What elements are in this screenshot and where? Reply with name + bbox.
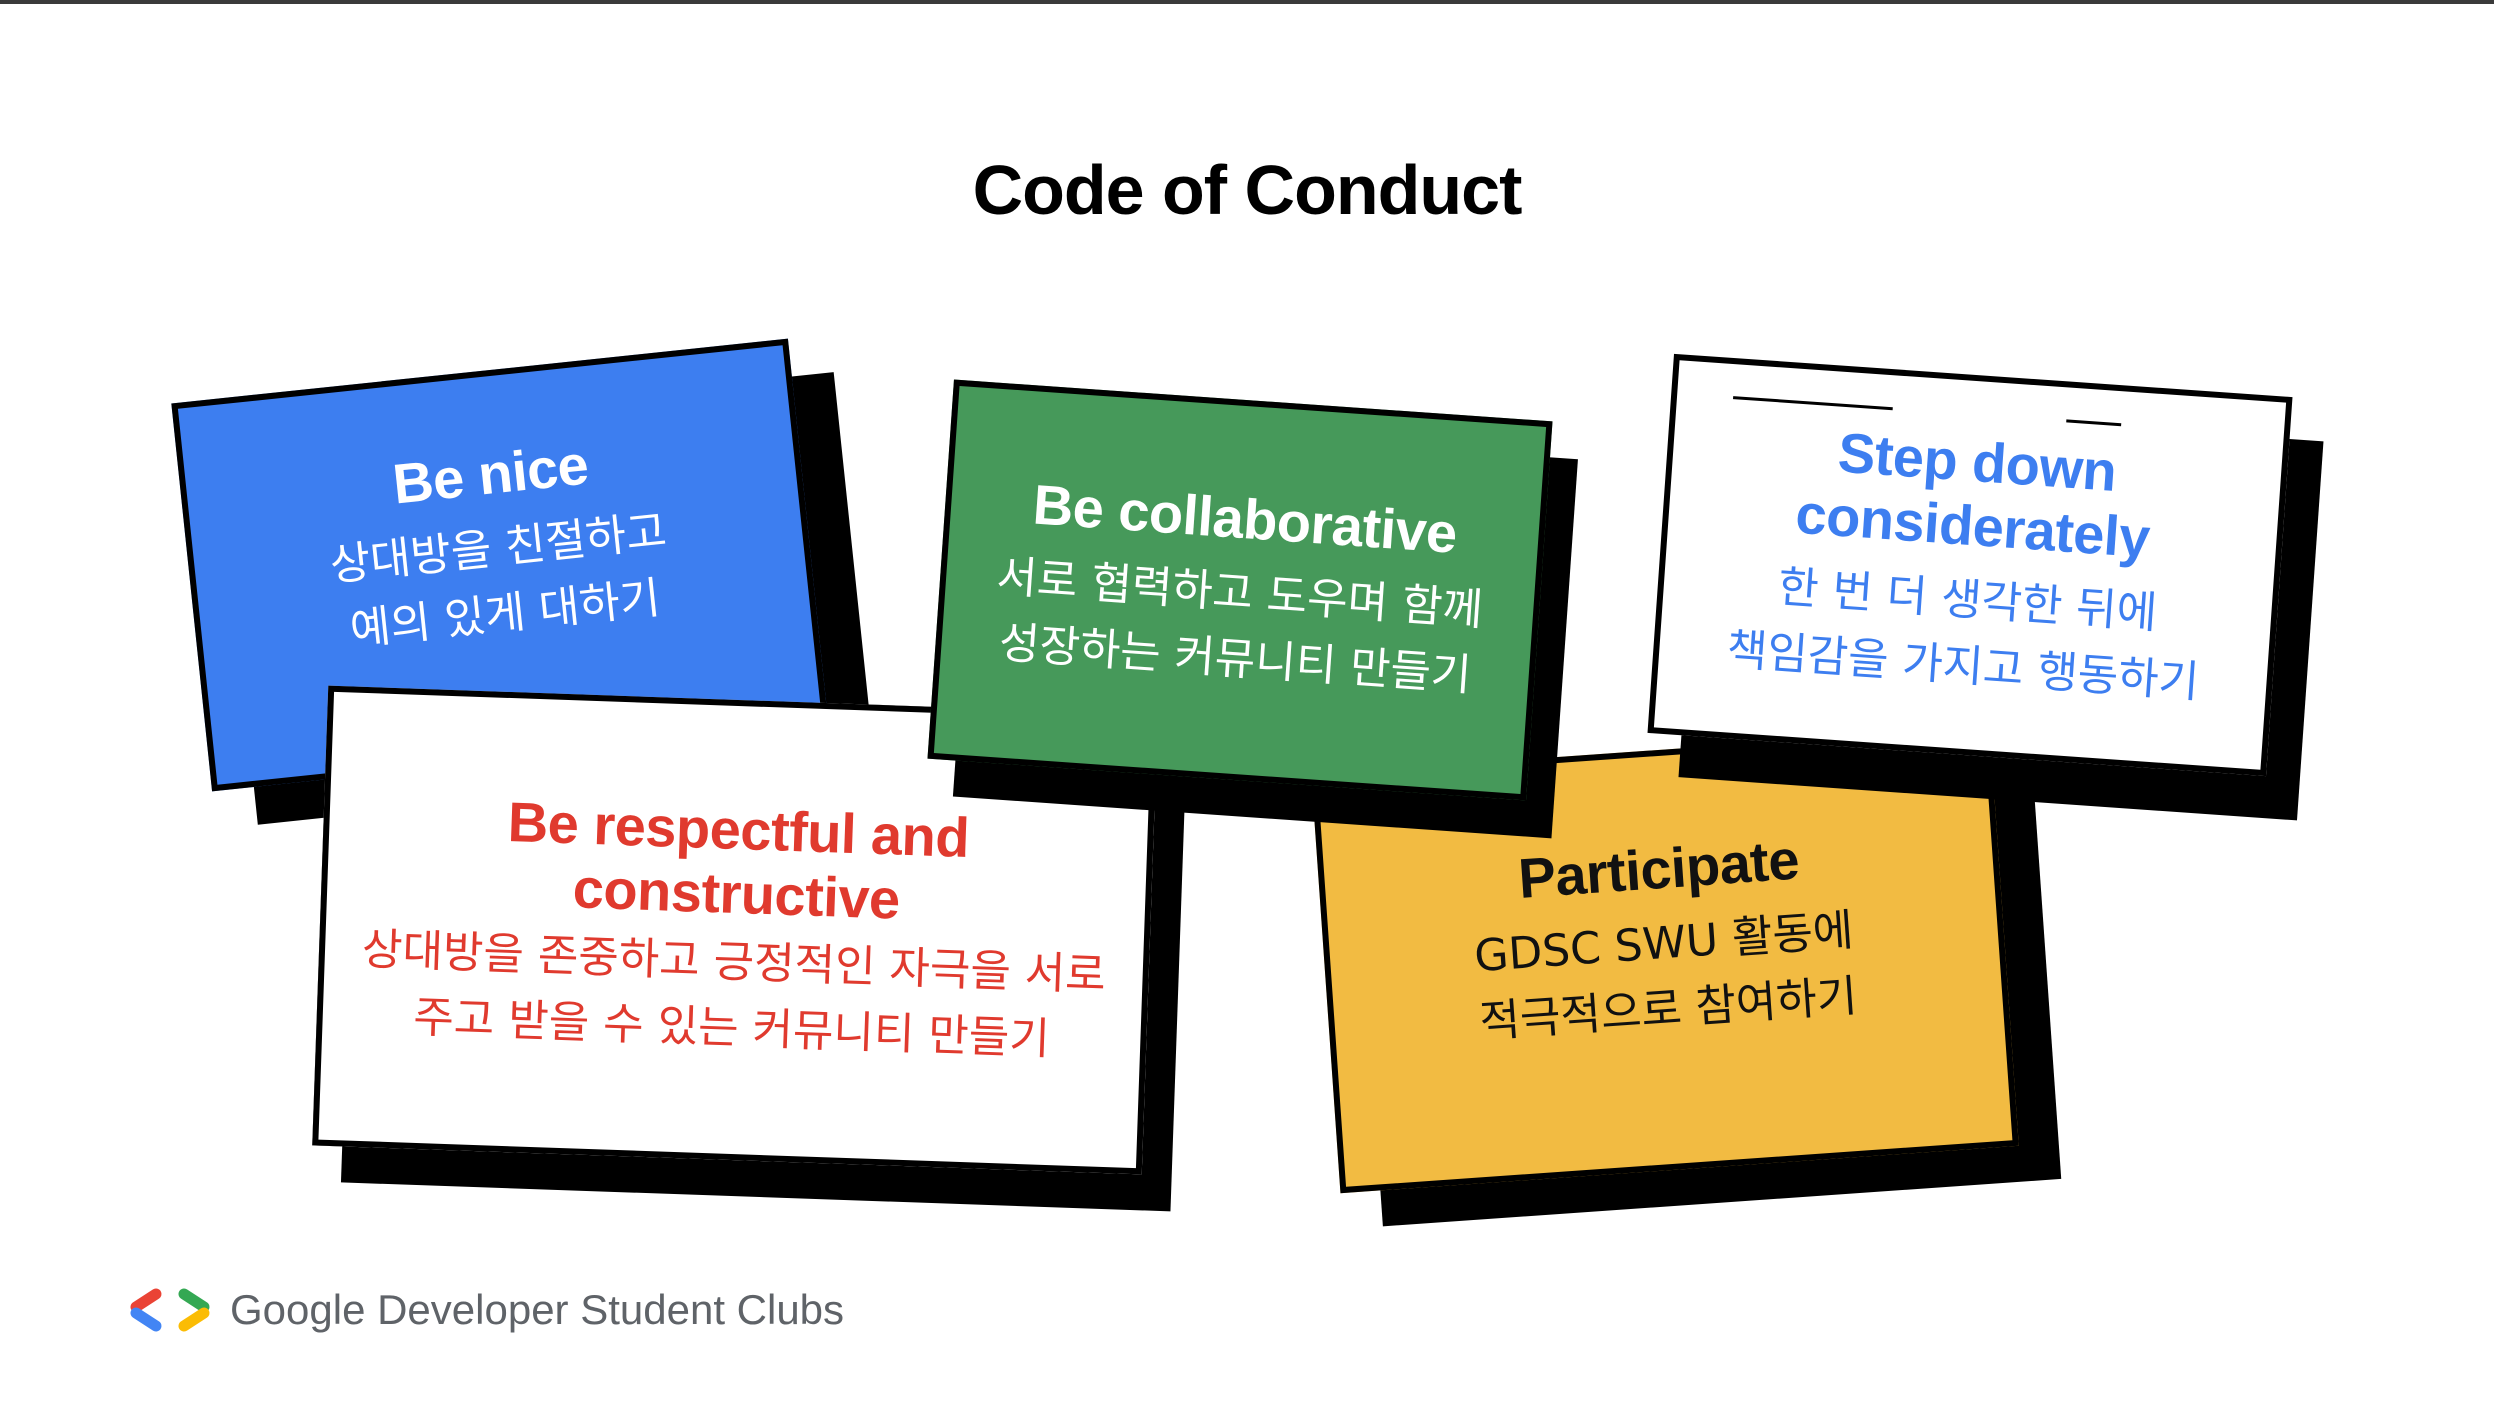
page-title: Code of Conduct [972,151,1523,229]
gdsc-logo-icon [130,1288,210,1332]
card-desc: 상대방을 존중하고 긍정적인 자극을 서로 주고 받을 수 있는 커뮤니티 만들… [359,917,1107,1075]
card-title-line2: constructive [571,856,901,931]
card-desc: 상대방을 친절하고 예의 있게 대하기 [327,499,677,666]
top-border [0,0,2494,4]
decorative-line [2066,419,2122,427]
card-title: Participate [1516,827,1801,910]
card-desc: 한 번 더 생각한 뒤에 책임감을 가지고 행동하기 [1724,552,2205,717]
card-desc: GDSC SWU 활동에 적극적으로 참여하기 [1472,898,1860,1056]
card-be-collaborative: Be collaborative 서로 협력하고 도우며 함께 성장하는 커뮤니… [927,379,1578,839]
decorative-line [1732,396,1893,411]
footer-text: Google Developer Student Clubs [230,1286,845,1333]
card-body: Be collaborative 서로 협력하고 도우며 함께 성장하는 커뮤니… [927,379,1553,801]
card-step-down: Step down considerately 한 번 더 생각한 뒤에 책임감… [1647,353,2324,821]
card-body: Step down considerately 한 번 더 생각한 뒤에 책임감… [1647,353,2293,777]
card-desc: 서로 협력하고 도우며 함께 성장하는 커뮤니티 만들기 [990,544,1485,710]
footer: Google Developer Student Clubs [126,1285,844,1335]
card-title: Be nice [389,432,592,516]
